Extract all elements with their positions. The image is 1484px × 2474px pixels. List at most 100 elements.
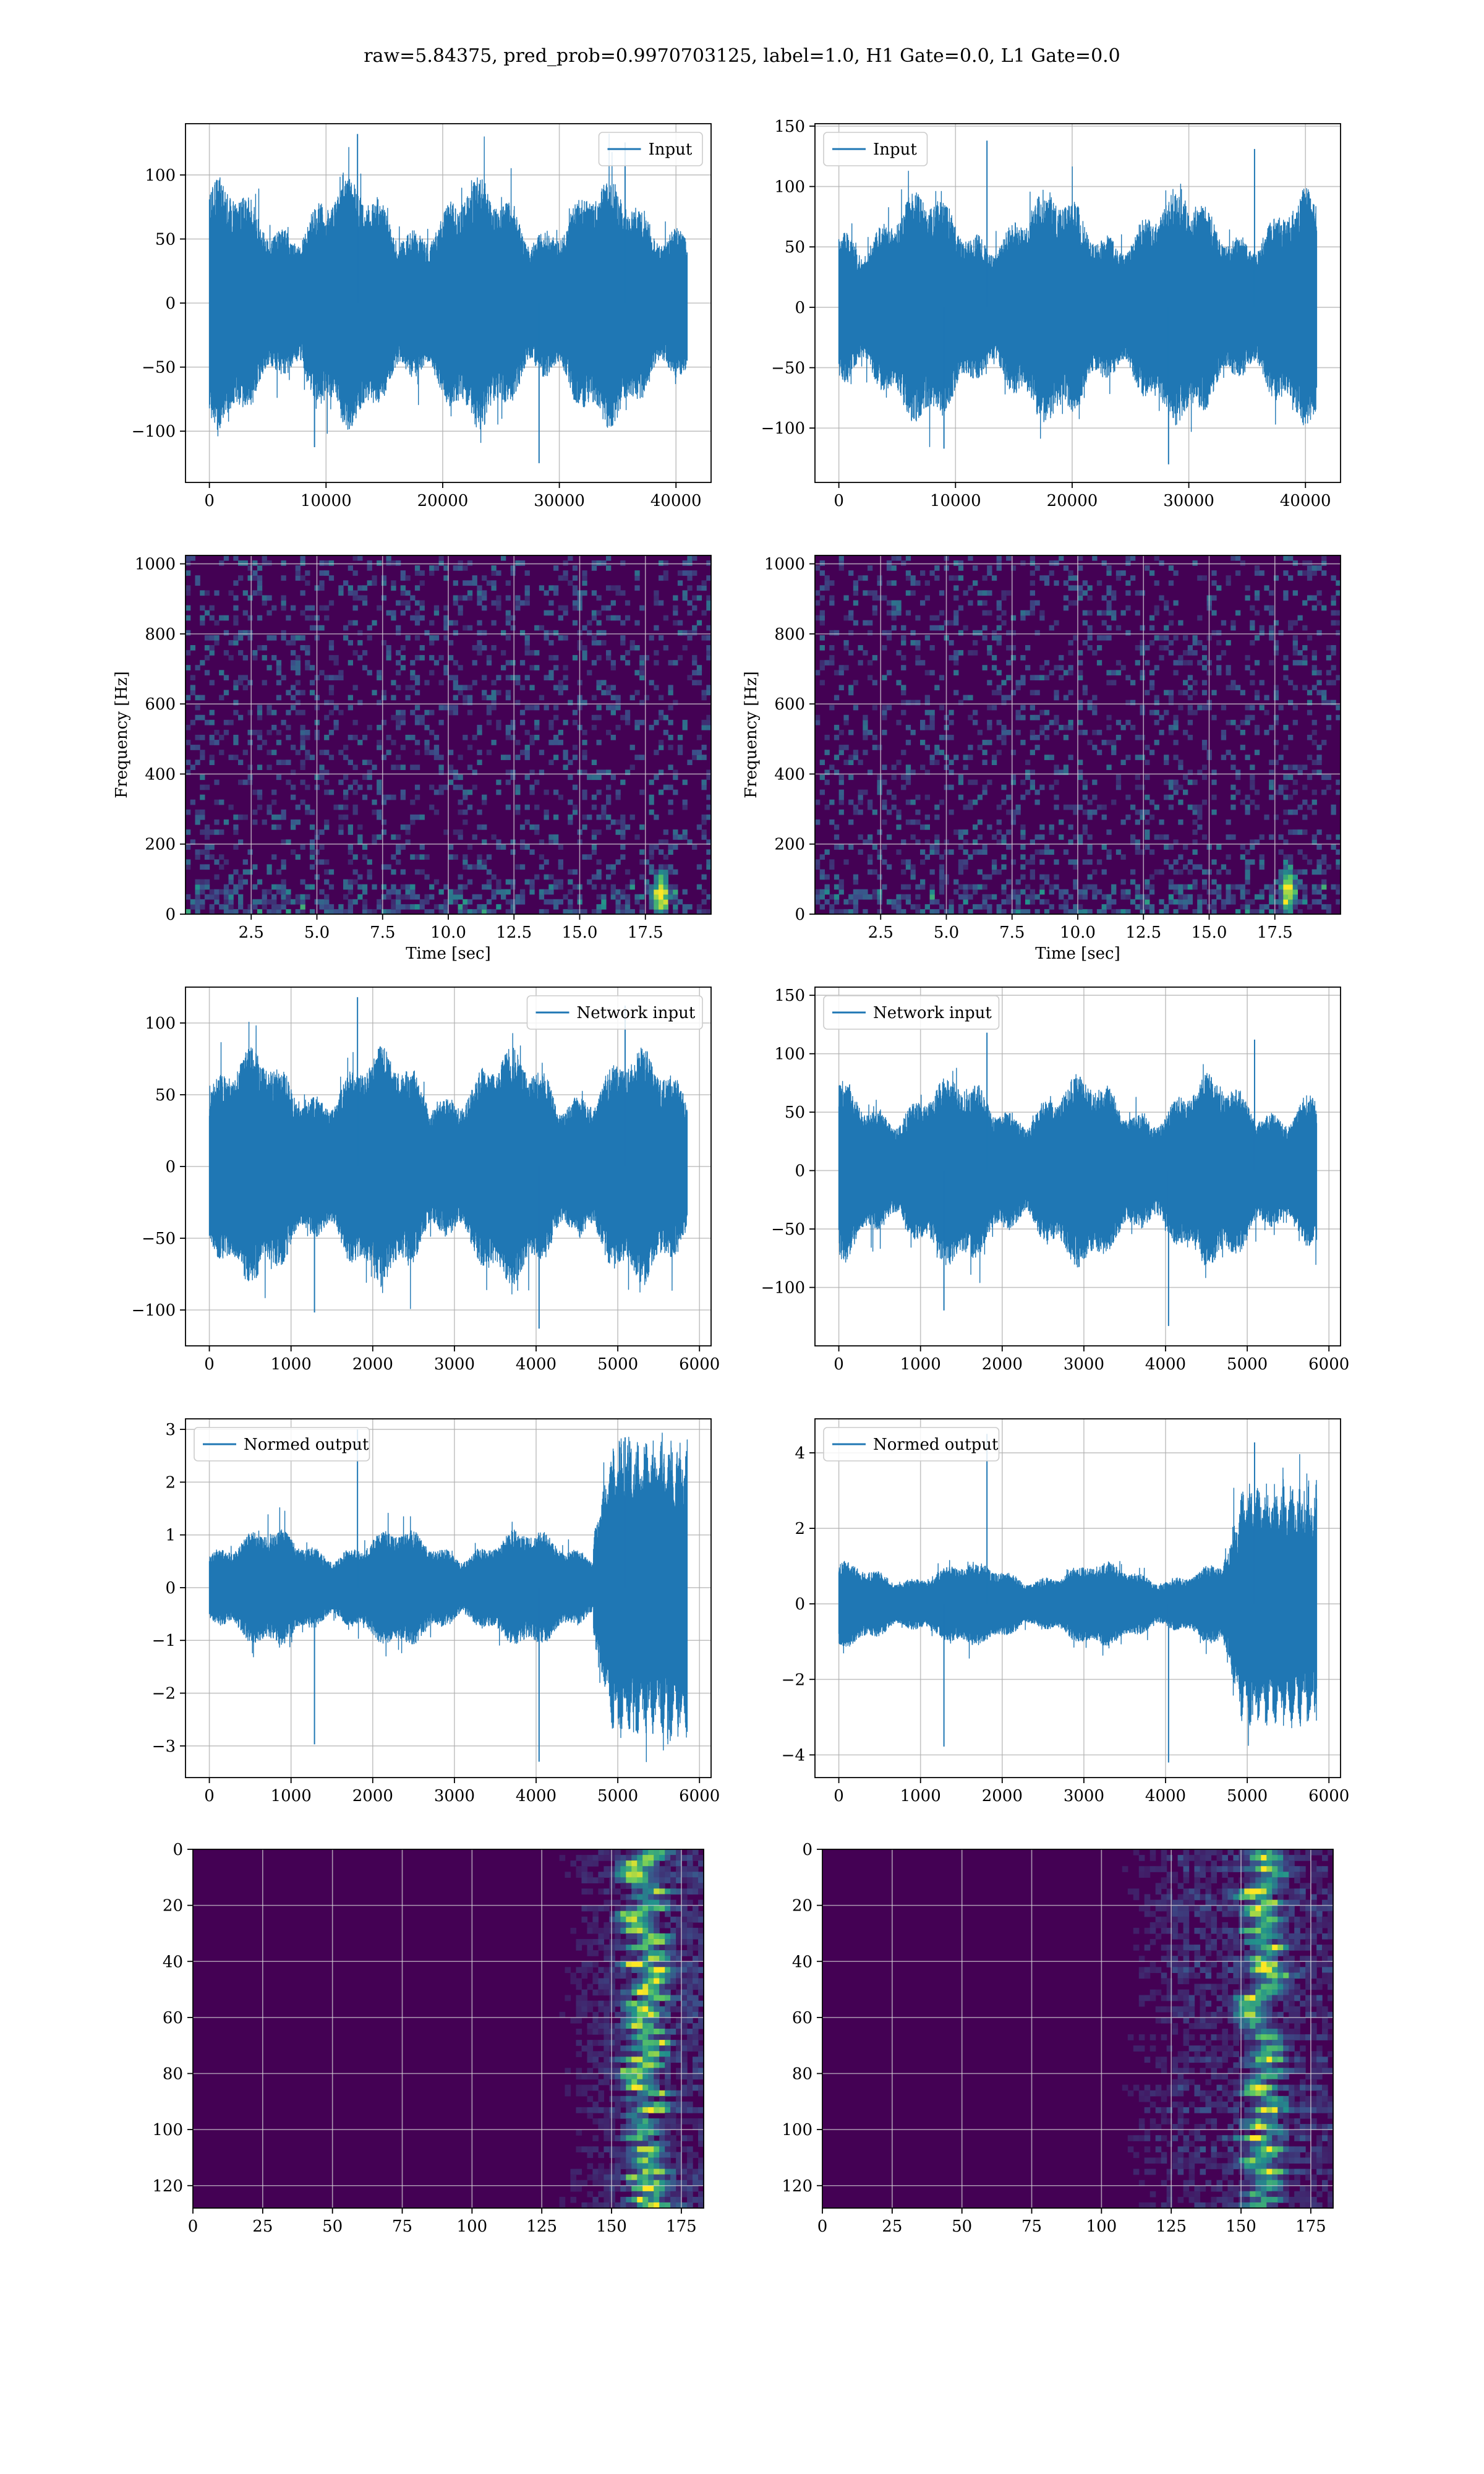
heatmap-cell — [1049, 829, 1054, 835]
heatmap-cell — [682, 799, 688, 805]
heatmap-cell — [1120, 894, 1126, 900]
heatmap-cell — [603, 2107, 610, 2113]
legend-label: Network input — [577, 1004, 696, 1022]
heatmap-cell — [1101, 595, 1107, 601]
heatmap-cell — [1192, 640, 1198, 646]
heatmap-cell — [681, 1984, 688, 1990]
heatmap-cell — [1054, 884, 1059, 890]
heatmap-cell — [186, 605, 191, 611]
heatmap-cell — [615, 2062, 621, 2069]
heatmap-cell — [591, 884, 597, 890]
heatmap-cell — [687, 1888, 693, 1895]
heatmap-cell — [281, 675, 286, 680]
heatmap-cell — [328, 755, 335, 760]
heatmap-cell — [410, 735, 416, 740]
heatmap-cell — [291, 794, 296, 800]
heatmap-cell — [991, 630, 997, 636]
heatmap-cell — [324, 824, 330, 830]
heatmap-cell — [587, 1888, 594, 1895]
heatmap-cell — [853, 889, 859, 895]
heatmap-cell — [396, 630, 401, 636]
heatmap-cell — [214, 640, 220, 646]
heatmap-cell — [987, 874, 992, 880]
heatmap-cell — [438, 755, 444, 760]
heatmap-cell — [642, 2022, 649, 2029]
heatmap-cell — [1302, 764, 1308, 770]
heatmap-cell — [400, 575, 406, 581]
heatmap-cell — [648, 2006, 654, 2013]
heatmap-cell — [553, 755, 559, 760]
heatmap-cell — [1030, 839, 1035, 845]
heatmap-cell — [348, 849, 353, 855]
heatmap-cell — [858, 799, 863, 805]
heatmap-cell — [544, 889, 549, 895]
heatmap-cell — [620, 2000, 626, 2007]
heatmap-cell — [295, 680, 301, 686]
heatmap-cell — [1250, 859, 1255, 865]
heatmap-cell — [609, 1995, 615, 2001]
heatmap-cell — [195, 760, 200, 765]
heatmap-cell — [553, 714, 559, 721]
heatmap-cell — [1145, 690, 1150, 696]
heatmap-cell — [1230, 834, 1236, 840]
heatmap-cell — [352, 854, 358, 860]
heatmap-cell — [1173, 724, 1179, 730]
heatmap-cell — [882, 709, 887, 716]
heatmap-cell — [819, 874, 825, 880]
heatmap-cell — [670, 2112, 676, 2119]
heatmap-cell — [665, 1866, 671, 1872]
heatmap-cell — [1101, 610, 1107, 616]
heatmap-cell — [405, 590, 411, 596]
heatmap-cell — [252, 789, 258, 795]
heatmap-cell — [877, 789, 882, 795]
heatmap-cell — [291, 685, 296, 691]
heatmap-cell — [587, 1945, 594, 1951]
heatmap-cell — [381, 794, 387, 800]
heatmap-cell — [687, 760, 693, 765]
heatmap-cell — [491, 690, 497, 696]
heatmap-cell — [910, 904, 916, 910]
heatmap-cell — [309, 849, 315, 855]
heatmap-cell — [654, 774, 659, 781]
heatmap-cell — [665, 1888, 671, 1895]
x-tick-label: 3000 — [1064, 1355, 1104, 1374]
heatmap-cell — [1101, 909, 1107, 915]
heatmap-cell — [953, 615, 959, 621]
heatmap-cell — [486, 750, 492, 755]
heatmap-cell — [305, 729, 310, 735]
heatmap-cell — [654, 889, 659, 895]
heatmap-cell — [868, 729, 873, 735]
heatmap-cell — [1316, 899, 1322, 905]
heatmap-cell — [414, 750, 420, 755]
heatmap-cell — [953, 560, 959, 566]
heatmap-cell — [1321, 555, 1327, 561]
heatmap-cell — [659, 2152, 665, 2159]
heatmap-cell — [615, 2057, 621, 2063]
heatmap-cell — [271, 789, 277, 795]
heatmap-cell — [701, 909, 707, 915]
heatmap-cell — [1006, 695, 1012, 701]
heatmap-cell — [419, 869, 425, 875]
heatmap-cell — [659, 849, 664, 855]
heatmap-cell — [625, 600, 631, 606]
heatmap-cell — [654, 1967, 660, 1973]
heatmap-cell — [977, 869, 983, 875]
heatmap-cell — [367, 769, 372, 776]
heatmap-cell — [228, 755, 234, 760]
heatmap-cell — [309, 854, 315, 860]
heatmap-cell — [659, 1905, 665, 1912]
heatmap-cell — [348, 735, 353, 740]
heatmap-cell — [838, 555, 844, 561]
heatmap-cell — [300, 724, 305, 730]
heatmap-cell — [295, 635, 301, 641]
heatmap-cell — [620, 889, 626, 895]
heatmap-cell — [1039, 849, 1045, 855]
heatmap-cell — [1192, 635, 1198, 641]
heatmap-cell — [631, 1956, 638, 1962]
heatmap-cell — [443, 605, 449, 611]
heatmap-cell — [882, 884, 887, 890]
heatmap-cell — [610, 615, 616, 621]
heatmap-cell — [572, 565, 578, 571]
heatmap-cell — [698, 1860, 704, 1867]
x-tick-label: 5000 — [1227, 1787, 1268, 1805]
